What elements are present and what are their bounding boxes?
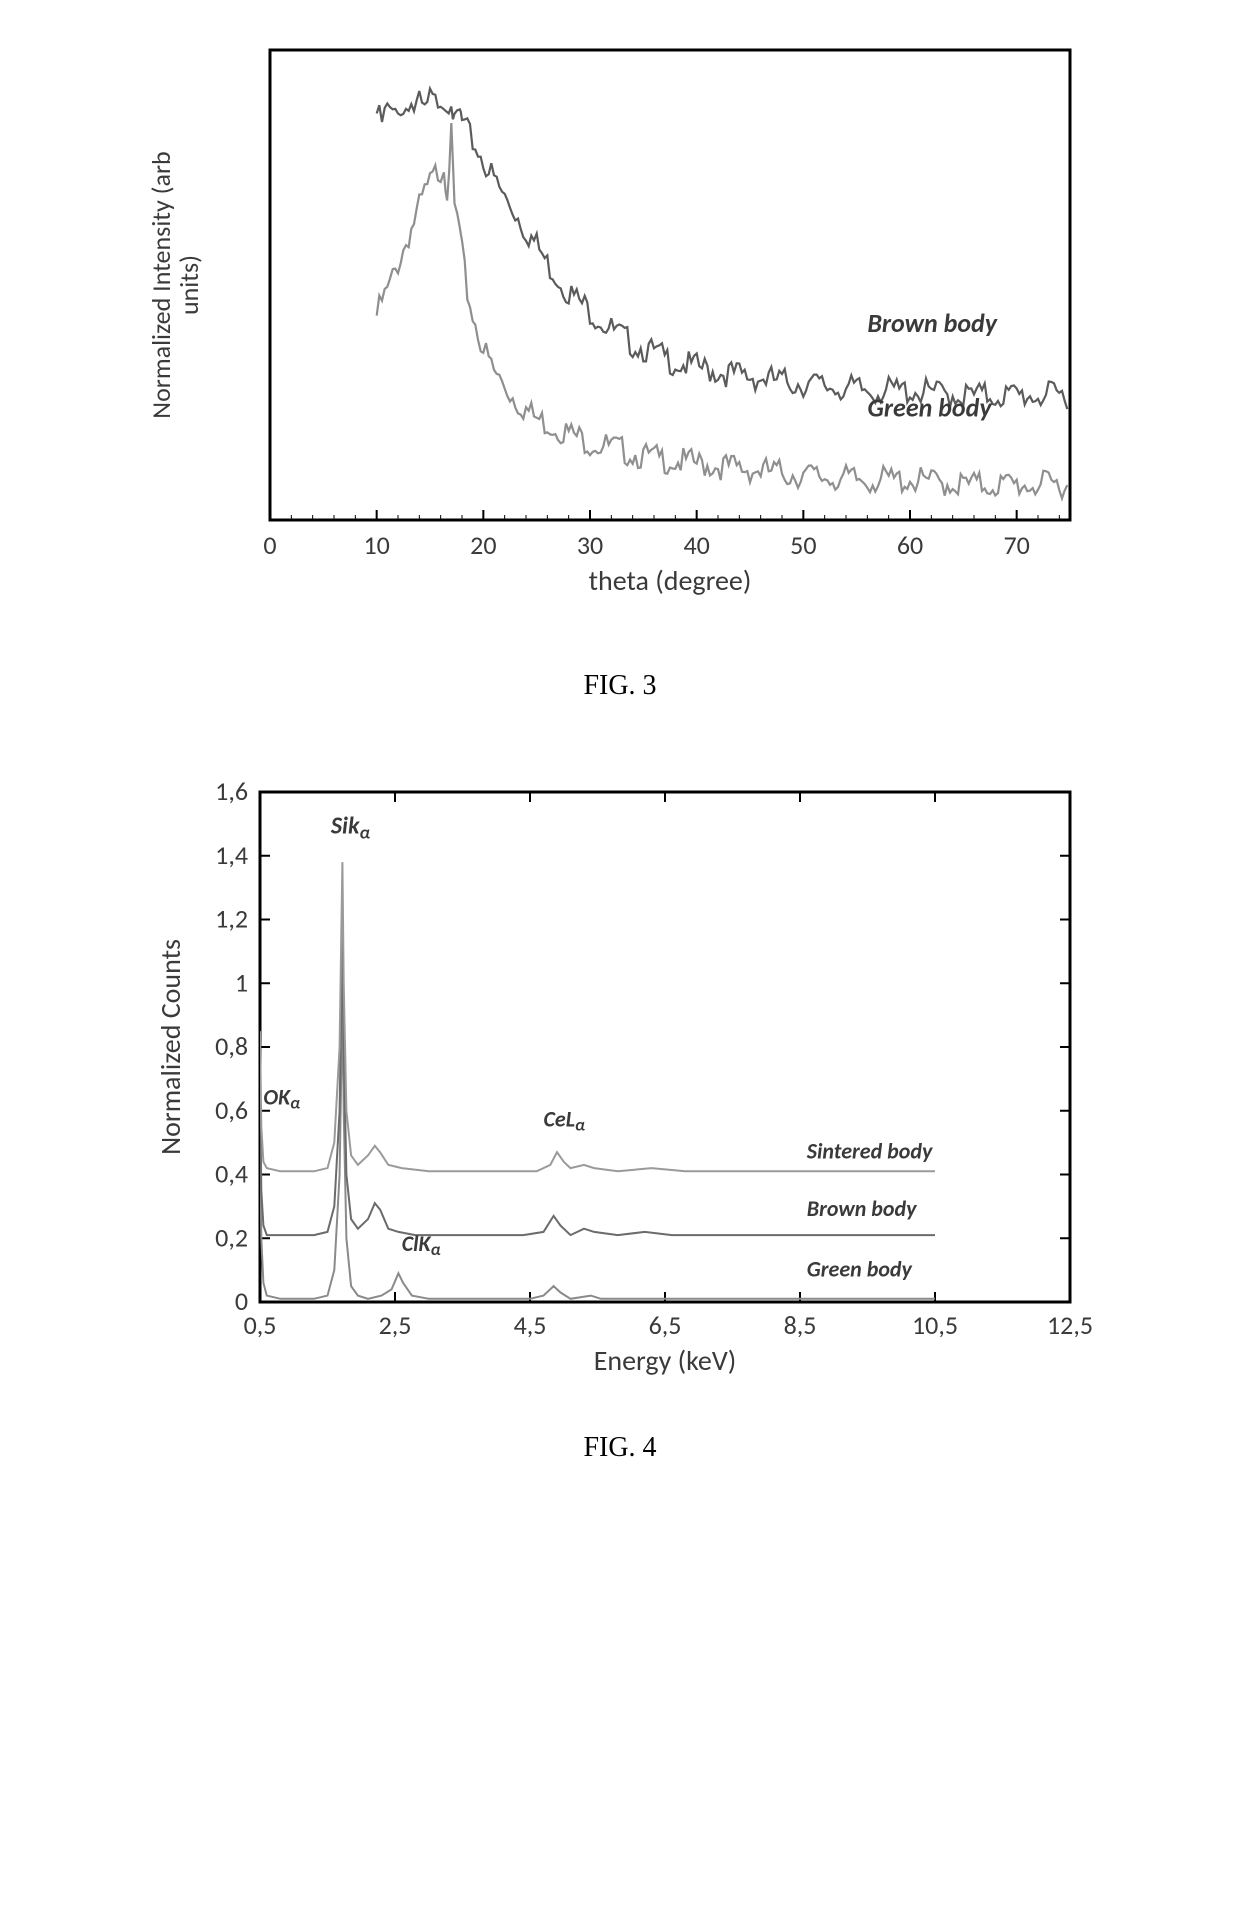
svg-text:theta (degree): theta (degree) <box>589 563 752 598</box>
fig3-caption: FIG. 3 <box>20 670 1220 702</box>
svg-text:Green body: Green body <box>867 392 992 424</box>
svg-text:0: 0 <box>263 529 276 561</box>
svg-text:40: 40 <box>683 529 709 561</box>
svg-text:6,5: 6,5 <box>649 1309 682 1341</box>
svg-text:8,5: 8,5 <box>784 1309 817 1341</box>
svg-text:Normalized Counts: Normalized Counts <box>153 939 188 1155</box>
fig4-caption: FIG. 4 <box>20 1432 1220 1464</box>
svg-text:Brown body: Brown body <box>807 1195 917 1222</box>
svg-text:0,5: 0,5 <box>244 1309 277 1341</box>
svg-text:50: 50 <box>790 529 816 561</box>
figure-3: 0 10 20 30 40 50 60 70 theta (degree) Normalized … <box>20 20 1220 702</box>
svg-text:1,4: 1,4 <box>215 839 248 871</box>
svg-text:Brown body: Brown body <box>867 307 997 339</box>
svg-text:1,2: 1,2 <box>215 903 248 935</box>
svg-text:Normalized Intensity (arbunits: Normalized Intensity (arbunits) <box>145 151 205 418</box>
svg-text:0,6: 0,6 <box>215 1094 248 1126</box>
svg-text:1,6: 1,6 <box>215 775 248 807</box>
svg-text:0,4: 0,4 <box>215 1158 248 1190</box>
figure-4: 00,20,40,60,811,21,41,60,52,54,56,58,510… <box>20 762 1220 1464</box>
svg-text:10,5: 10,5 <box>912 1309 958 1341</box>
svg-text:Energy (keV): Energy (keV) <box>594 1343 737 1378</box>
fig4-chart: 00,20,40,60,811,21,41,60,52,54,56,58,510… <box>130 762 1110 1402</box>
svg-text:Green body: Green body <box>807 1256 913 1283</box>
svg-text:20: 20 <box>470 529 496 561</box>
svg-text:1: 1 <box>235 966 248 998</box>
svg-text:12,5: 12,5 <box>1047 1309 1093 1341</box>
svg-text:0,8: 0,8 <box>215 1030 248 1062</box>
svg-text:10: 10 <box>363 529 389 561</box>
svg-text:0,2: 0,2 <box>215 1221 248 1253</box>
svg-text:60: 60 <box>897 529 923 561</box>
svg-text:4,5: 4,5 <box>514 1309 547 1341</box>
svg-text:2,5: 2,5 <box>379 1309 412 1341</box>
fig3-chart: 0 10 20 30 40 50 60 70 theta (degree) Normalized … <box>130 20 1110 640</box>
svg-text:30: 30 <box>577 529 603 561</box>
svg-text:Sintered body: Sintered body <box>806 1138 933 1165</box>
svg-text:70: 70 <box>1003 529 1029 561</box>
